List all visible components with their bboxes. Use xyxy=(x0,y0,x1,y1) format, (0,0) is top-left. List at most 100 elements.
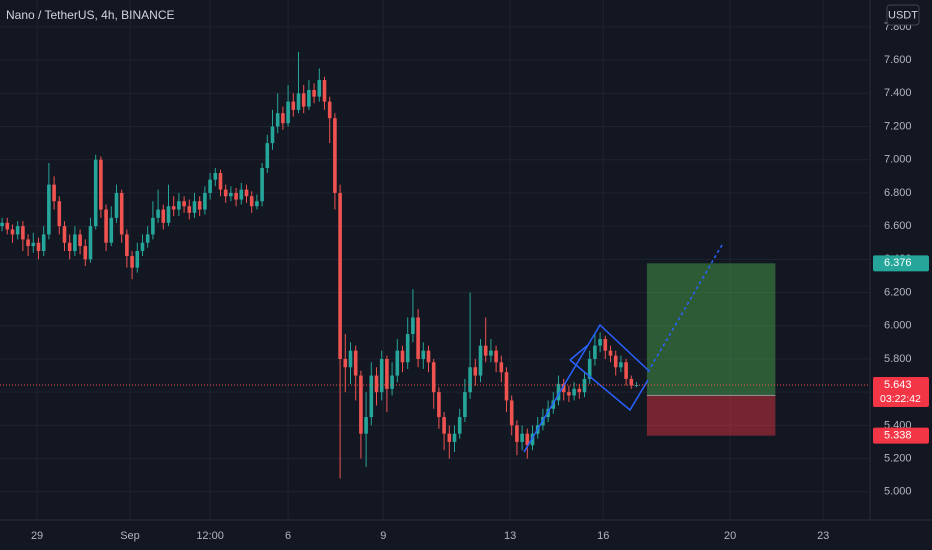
candle-body xyxy=(619,362,623,368)
candle-body xyxy=(379,358,384,393)
candle-body xyxy=(114,192,119,218)
candle-body xyxy=(463,392,467,418)
candle-body xyxy=(577,388,582,393)
candle-body xyxy=(10,229,15,235)
y-tick-label: 7.400 xyxy=(884,87,912,99)
candle-body xyxy=(213,173,218,180)
currency-button[interactable] xyxy=(886,4,920,26)
candle-body xyxy=(551,400,556,409)
candle-body xyxy=(442,417,446,434)
candle-body xyxy=(36,242,41,252)
candle-body xyxy=(125,234,129,257)
candle-body xyxy=(556,383,561,401)
countdown: 03:22:42 xyxy=(880,393,921,405)
candle-body xyxy=(291,101,296,110)
candle-body xyxy=(73,234,77,252)
y-tick-label: 5.800 xyxy=(884,353,912,365)
candle-body xyxy=(140,242,145,252)
candle-body xyxy=(608,350,613,356)
x-tick-label: 16 xyxy=(597,530,609,542)
candle-body xyxy=(255,201,259,207)
candle-body xyxy=(203,192,207,210)
time-axis xyxy=(0,520,870,550)
candle-body xyxy=(468,367,472,393)
candle-body xyxy=(156,209,160,218)
candle-body xyxy=(452,433,457,442)
candle-body xyxy=(421,350,426,359)
candle-body xyxy=(369,375,374,418)
candle-body xyxy=(104,209,108,243)
candle-body xyxy=(130,256,134,268)
candles xyxy=(0,51,639,479)
target-badge xyxy=(873,255,929,272)
candle-body xyxy=(161,209,166,223)
candle-body xyxy=(515,425,519,442)
candle-body xyxy=(447,433,452,442)
candle-body xyxy=(265,143,270,169)
pattern-upper xyxy=(523,323,649,453)
x-tick-label: 12:00 xyxy=(196,530,224,542)
target-label: 6.376 xyxy=(884,257,912,269)
candle-body xyxy=(192,201,197,213)
candle-body xyxy=(301,93,306,107)
candle-body xyxy=(613,355,618,368)
candle-body xyxy=(197,201,202,210)
candle-body xyxy=(62,226,67,243)
candle-body xyxy=(177,201,181,210)
stop-badge xyxy=(873,427,929,444)
loss-zone xyxy=(646,395,776,436)
profit-zone xyxy=(646,263,776,396)
candle-body xyxy=(119,192,124,235)
candle-body xyxy=(587,358,592,379)
candle-body xyxy=(166,206,171,223)
stop-label: 5.338 xyxy=(884,430,912,442)
candle-body xyxy=(598,339,602,346)
candle-body xyxy=(187,206,192,213)
candle-body xyxy=(603,339,608,351)
y-tick-label: 7.600 xyxy=(884,54,912,66)
candle-body xyxy=(411,317,415,335)
candle-body xyxy=(15,226,20,235)
candle-body xyxy=(145,234,150,243)
candle-body xyxy=(286,101,290,124)
y-tick-label: 7.200 xyxy=(884,120,912,132)
candle-body xyxy=(151,217,155,235)
price-axis xyxy=(870,0,932,550)
candle-body xyxy=(348,350,353,368)
candle-body xyxy=(260,168,264,202)
axes: 5.0005.2005.4005.6005.8006.0006.2006.400… xyxy=(31,21,912,542)
candle-body xyxy=(281,113,285,124)
candle-body xyxy=(312,89,316,97)
candle-body xyxy=(78,234,82,247)
candle-body xyxy=(208,179,212,193)
x-tick-label: 13 xyxy=(504,530,516,542)
last-price-badge xyxy=(873,377,929,408)
candle-body xyxy=(338,192,342,359)
candle-body xyxy=(624,362,628,379)
candle-body xyxy=(99,159,103,210)
x-tick-label: 23 xyxy=(817,530,829,542)
grid xyxy=(0,0,870,520)
x-tick-label: Sep xyxy=(120,530,140,542)
candle-body xyxy=(296,93,301,110)
candle-body xyxy=(239,189,244,200)
candle-body xyxy=(229,192,233,197)
candle-body xyxy=(57,201,62,227)
candle-body xyxy=(234,192,238,200)
y-tick-label: 5.200 xyxy=(884,452,912,464)
candle-body xyxy=(223,189,228,197)
candle-body xyxy=(400,350,405,363)
candle-body xyxy=(426,350,431,363)
candle-body xyxy=(135,251,140,268)
candle-body xyxy=(572,388,576,396)
y-tick-label: 6.000 xyxy=(884,320,912,332)
candle-body xyxy=(52,184,56,202)
candle-body xyxy=(333,118,337,193)
currency-label[interactable]: USDT xyxy=(888,9,918,21)
candle-body xyxy=(5,222,10,230)
candle-body xyxy=(582,378,587,393)
candle-body xyxy=(561,383,566,393)
y-tick-label: 6.200 xyxy=(884,286,912,298)
chart-title: Nano / TetherUS, 4h, BINANCE xyxy=(6,8,175,22)
